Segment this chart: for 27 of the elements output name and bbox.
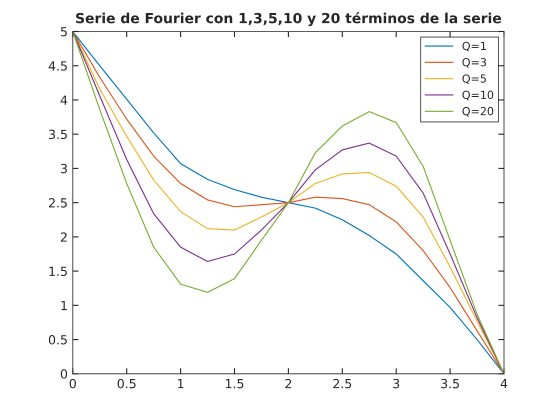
x-tick-label: 4 [500, 379, 508, 388]
legend-label: Q=1 [462, 42, 486, 52]
x-tick-label: 1.5 [226, 379, 244, 388]
legend-label: Q=5 [462, 74, 486, 84]
y-tick-label: 2.5 [48, 198, 67, 208]
y-tick-label: 4 [60, 96, 68, 105]
x-tick-label: 0.5 [118, 378, 136, 388]
legend-label: Q=3 [462, 58, 486, 68]
y-tick-label: 1.5 [49, 266, 67, 276]
x-tick-label: 2 [285, 378, 292, 388]
y-tick-label: 2 [60, 232, 67, 242]
line-series [72, 32, 504, 374]
legend-label: Q=20 [462, 106, 494, 117]
y-tick-label: 4.5 [48, 61, 67, 71]
x-tick-label: 3.5 [441, 378, 459, 388]
y-tick-label: 3 [60, 164, 67, 174]
y-tick-label: 0.5 [48, 335, 67, 344]
y-tick-label: 3.5 [49, 130, 67, 140]
y-tick-label: 0 [60, 369, 68, 379]
y-tick-label: 5 [60, 27, 67, 36]
x-tick-label: 0 [70, 378, 76, 388]
y-tick-label: 1 [61, 300, 67, 310]
chart-title: Serie de Fourier con 1,3,5,10 y 20 términos de la serie [76, 12, 502, 26]
x-tick-label: 2.5 [333, 378, 352, 388]
x-tick-label: 1 [178, 379, 184, 388]
x-tick-label: 3 [393, 378, 400, 388]
legend-label: Q=10 [462, 90, 494, 100]
